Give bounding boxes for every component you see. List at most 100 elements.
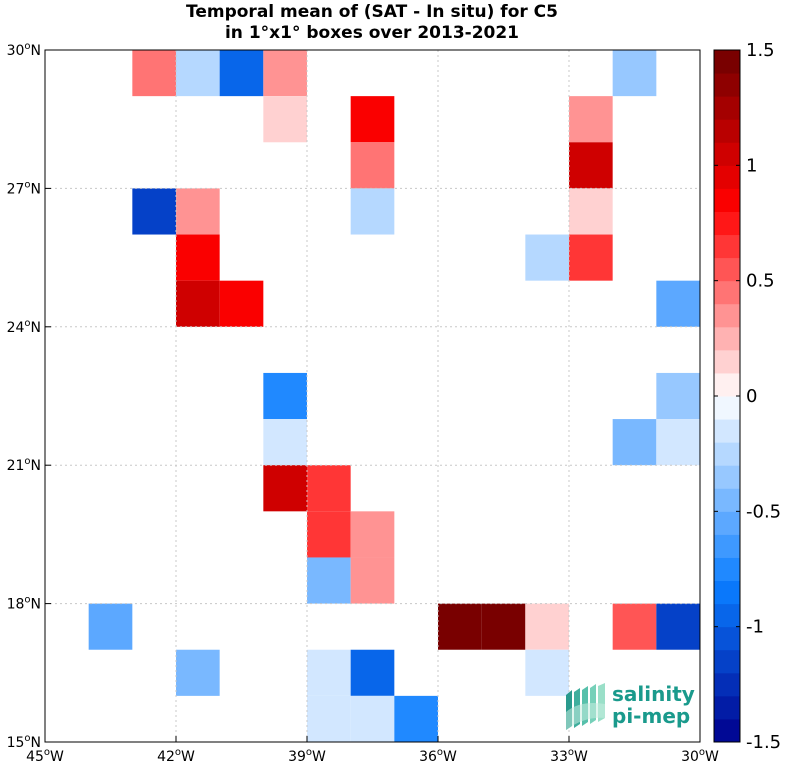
colorbar-swatch [714, 649, 740, 674]
colorbar-swatch [714, 557, 740, 582]
heatmap-cell [656, 280, 700, 327]
heatmap-cell [307, 557, 351, 604]
heatmap-cell [307, 695, 351, 742]
colorbar-swatch [714, 234, 740, 259]
colorbar-swatch [714, 142, 740, 166]
chart-title: Temporal mean of (SAT - In situ) for C5 [186, 2, 558, 22]
heatmap-cell [350, 142, 395, 189]
heatmap-cell [350, 188, 395, 235]
heatmap-cell [656, 419, 700, 466]
x-axis: 45oW 42oW 39oW 36oW 33oW 30oW [26, 736, 719, 763]
heatmap-cell [263, 372, 307, 420]
x-tick-label: 39oW [288, 747, 326, 763]
heatmap-cell [394, 695, 438, 742]
heatmap-cell [263, 419, 307, 466]
colorbar-tick-label: 0.5 [746, 271, 775, 292]
colorbar-tick-label: -1 [746, 617, 764, 638]
colorbar-swatch [714, 465, 740, 489]
x-tick-label: 36oW [419, 747, 457, 763]
colorbar-swatch [714, 626, 740, 651]
heatmap-cell [176, 234, 220, 281]
heatmap-cell [525, 234, 569, 281]
x-tick-label: 45oW [26, 747, 64, 763]
colorbar: 1.5 1 0.5 0 -0.5 -1 -1.5 [713, 40, 781, 753]
colorbar-tick-label: 0 [746, 386, 757, 407]
heatmap-cell [307, 511, 351, 558]
colorbar-swatch [714, 511, 740, 535]
heatmap-cell [307, 649, 351, 696]
heatmap-cell [350, 649, 395, 696]
logo-text-salinity: salinity [612, 682, 695, 706]
heatmap-cell [263, 96, 307, 143]
colorbar-swatch [714, 326, 740, 351]
colorbar-swatch [714, 603, 740, 628]
colorbar-swatch [714, 672, 740, 697]
colorbar-swatch [714, 73, 740, 97]
heatmap-cell [569, 96, 613, 143]
colorbar-tick-label: -0.5 [746, 501, 781, 522]
colorbar-tick-label: -1.5 [746, 732, 781, 753]
heatmap-cell [612, 50, 657, 97]
colorbar-swatch [714, 419, 740, 443]
plot-frame [44, 49, 701, 743]
colorbar-swatch [714, 372, 740, 397]
heatmap-cell [176, 649, 220, 696]
colorbar-swatch [714, 211, 740, 236]
heatmap-cell [219, 50, 264, 97]
colorbar-swatch [714, 695, 740, 720]
y-tick-label: 21oN [7, 456, 41, 474]
colorbar-swatch [714, 488, 740, 512]
x-tick-label: 30oW [681, 747, 719, 763]
heatmap-cell [132, 188, 176, 235]
colorbar-tick-label: 1.5 [746, 40, 775, 61]
heatmap-cell [176, 188, 220, 235]
y-tick-label: 15oN [7, 733, 41, 751]
y-tick-label: 18oN [7, 595, 41, 613]
chart-subtitle: in 1°x1° boxes over 2013-2021 [225, 23, 519, 43]
heatmap-cell [612, 419, 657, 466]
heatmap-cell [263, 50, 307, 97]
heatmap-cell [307, 465, 351, 512]
colorbar-swatch [714, 119, 740, 143]
colorbar-swatch [714, 50, 740, 74]
y-tick-label: 27oN [7, 179, 41, 197]
heatmap-cell [569, 188, 613, 235]
colorbar-swatch [714, 303, 740, 328]
y-axis: 15oN 18oN 21oN 24oN 27oN 30oN [7, 41, 51, 751]
heatmap-cell [656, 372, 700, 420]
colorbar-swatch [714, 534, 740, 558]
x-tick-label: 33oW [550, 747, 588, 763]
colorbar-swatch [714, 349, 740, 374]
heatmap-cell [612, 603, 657, 650]
colorbar-tick-label: 1 [746, 155, 757, 176]
heatmap-cell [219, 280, 264, 327]
colorbar-swatch [714, 396, 740, 420]
heatmap-cell [569, 234, 613, 281]
colorbar-swatch [714, 580, 740, 605]
x-tick-label: 42oW [157, 747, 195, 763]
heatmap-cell [350, 557, 395, 604]
heatmap-cell [481, 603, 526, 650]
colorbar-swatch [714, 96, 740, 120]
heatmap-cell [350, 511, 395, 558]
y-tick-label: 24oN [7, 318, 41, 336]
heatmap-cells [88, 50, 700, 742]
y-tick-label: 30oN [7, 41, 41, 59]
colorbar-swatch [714, 188, 740, 212]
logo-text-pimep: pi-mep [612, 704, 690, 728]
heatmap-cell [656, 603, 700, 650]
heatmap-cell [132, 50, 176, 97]
colorbar-swatch [714, 165, 740, 189]
heatmap-cell [176, 50, 220, 97]
heatmap-cell [438, 603, 482, 650]
heatmap-cell [263, 465, 307, 512]
salinity-pi-mep-logo: salinity pi-mep [566, 682, 695, 730]
logo-waves-icon [566, 683, 605, 730]
heatmap-cell [176, 280, 220, 327]
heatmap-cell [88, 603, 133, 650]
colorbar-swatch [714, 280, 740, 305]
heatmap-cell [350, 695, 395, 742]
heatmap-cell [350, 96, 395, 143]
heatmap-cell [569, 142, 613, 189]
